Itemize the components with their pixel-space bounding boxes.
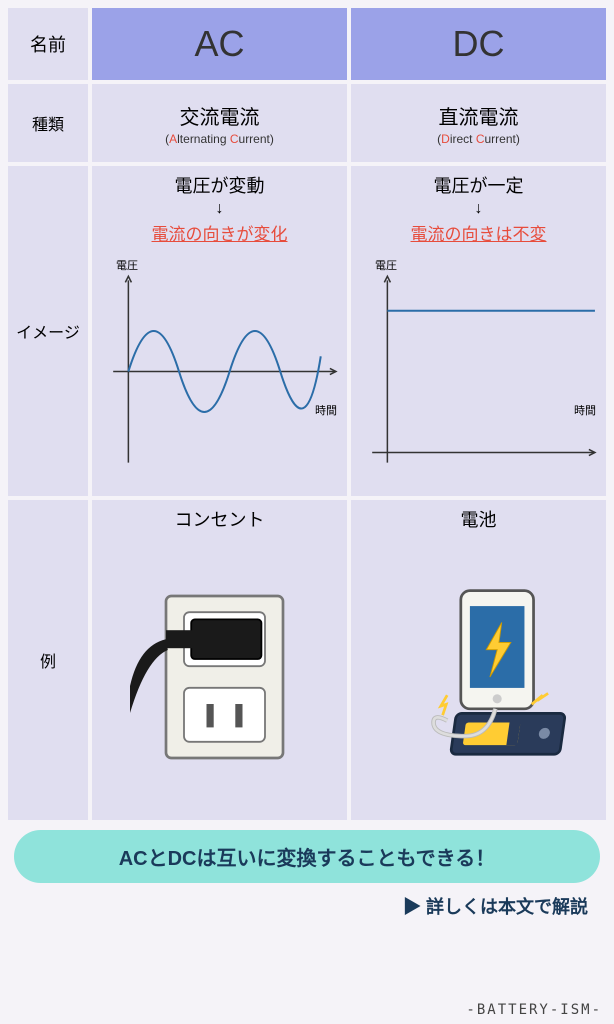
image-dc-top: 電圧が一定 (434, 172, 524, 198)
image-dc-cell: 電圧が一定 ↓ 電流の向きは不変 電圧 時間 (351, 166, 606, 496)
example-label-text: 例 (40, 648, 56, 672)
image-ac-cell: 電圧が変動 ↓ 電流の向きが変化 電圧 時間 (92, 166, 347, 496)
example-ac-cell: コンセント (92, 500, 347, 820)
type-dc-title: 直流電流 (439, 101, 519, 130)
type-label-text: 種類 (32, 111, 64, 135)
example-dc-title: 電池 (461, 506, 497, 532)
image-ac-top: 電圧が変動 (175, 172, 265, 198)
image-ac-arrow: ↓ (216, 200, 224, 218)
ac-axis-x-label: 時間 (315, 402, 337, 418)
header-name-text: 名前 (30, 31, 66, 57)
dc-line-icon (357, 253, 600, 490)
type-ac-sub: (Alternating Current) (165, 132, 274, 146)
brand-text: -BATTERY-ISM- (466, 1002, 602, 1018)
brand-footer: -BATTERY-ISM- (466, 1002, 602, 1018)
image-row-label: イメージ (8, 166, 88, 496)
ac-chart: 電圧 時間 (98, 253, 341, 490)
type-ac-sub-mid: lternating (177, 132, 230, 146)
type-ac-sub-c: C (230, 132, 239, 146)
ac-axis-y-label: 電圧 (116, 257, 138, 273)
dc-chart: 電圧 時間 (357, 253, 600, 490)
type-dc-sub-c: C (476, 132, 485, 146)
type-row-label: 種類 (8, 84, 88, 162)
header-ac: AC (92, 8, 347, 80)
type-ac-cell: 交流電流 (Alternating Current) (92, 84, 347, 162)
example-dc-cell: 電池 (351, 500, 606, 820)
header-dc-text: DC (453, 23, 505, 65)
callout-banner: ACとDCは互いに変換することもできる！ (14, 830, 600, 883)
type-ac-sub-close: urrent) (239, 132, 274, 146)
ac-wave-icon (98, 253, 341, 490)
comparison-table: 名前 AC DC 種類 交流電流 (Alternating Current) 直… (8, 8, 606, 820)
battery-icon (357, 540, 600, 814)
dc-axis-x-label: 時間 (574, 402, 596, 418)
header-ac-text: AC (194, 23, 244, 65)
type-dc-sub-close: urrent) (485, 132, 520, 146)
callout-text: ACとDCは互いに変換することもできる！ (119, 848, 496, 870)
type-dc-sub: (Direct Current) (437, 132, 520, 146)
image-dc-red: 電流の向きは不変 (411, 220, 547, 245)
image-label-text: イメージ (16, 319, 80, 343)
detail-link[interactable]: ▶ 詳しくは本文で解説 (8, 887, 606, 919)
image-dc-arrow: ↓ (475, 200, 483, 218)
detail-link-text: ▶ 詳しくは本文で解説 (403, 897, 588, 917)
outlet-icon (98, 540, 341, 814)
example-ac-title: コンセント (175, 506, 265, 532)
type-dc-cell: 直流電流 (Direct Current) (351, 84, 606, 162)
dc-axis-y-label: 電圧 (375, 257, 397, 273)
type-dc-sub-mid: irect (450, 132, 476, 146)
type-dc-sub-a: D (441, 132, 450, 146)
type-ac-title: 交流電流 (180, 101, 260, 130)
header-name-label: 名前 (8, 8, 88, 80)
type-ac-sub-a: A (169, 132, 177, 146)
header-dc: DC (351, 8, 606, 80)
image-ac-red: 電流の向きが変化 (152, 220, 288, 245)
example-row-label: 例 (8, 500, 88, 820)
